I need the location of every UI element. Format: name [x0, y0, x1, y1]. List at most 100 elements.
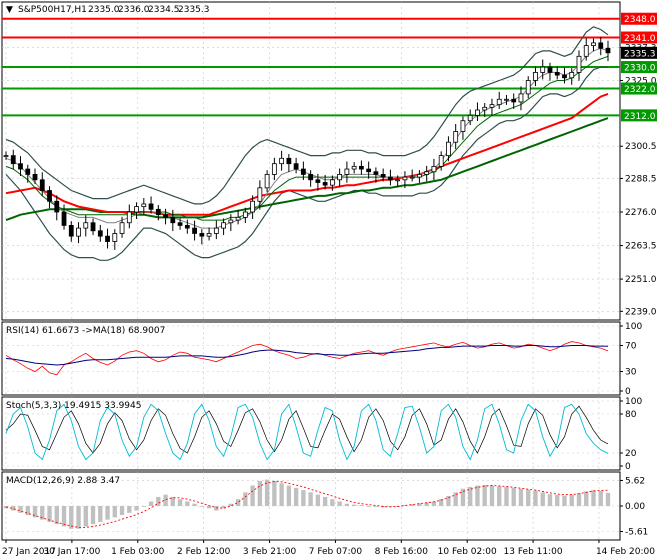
macd-bar [424, 502, 429, 506]
macd-bar [279, 483, 284, 506]
candle-body [482, 106, 488, 111]
macd-bar [170, 496, 175, 506]
candle-body [402, 176, 408, 181]
candle-body [583, 45, 589, 57]
candle-body [315, 179, 321, 183]
macd-bar [235, 499, 241, 506]
candle-body [591, 42, 596, 46]
macd-bar [322, 496, 328, 506]
macd-signal-line [5, 481, 609, 528]
macd-bar [243, 492, 248, 506]
candle-body [286, 157, 292, 165]
macd-bar [293, 487, 299, 506]
candle-body [47, 190, 52, 202]
level-price-tag: 2322.0 [621, 82, 657, 95]
candle-body [460, 120, 466, 132]
macd-bar [214, 506, 219, 511]
ma-slow-red [5, 92, 609, 216]
candle-body [155, 208, 161, 216]
candle-body [337, 174, 343, 181]
time-tick-label: 2 Feb 12:00 [177, 547, 231, 557]
rsi-ma-line [5, 345, 609, 366]
macd-bar [337, 501, 342, 506]
candle-body [76, 227, 81, 237]
macd-bar [228, 503, 234, 506]
candle-body [489, 104, 495, 108]
candle-body [25, 168, 31, 175]
axis-tick-label: 0 [625, 462, 631, 472]
candle-body [148, 203, 154, 210]
axis-tick-label: 5.62 [625, 476, 645, 486]
candle-body [32, 174, 38, 181]
macd-bar [61, 506, 67, 527]
axis-tick-label: 80 [625, 410, 637, 420]
candle-body [39, 179, 45, 191]
candle-body [163, 214, 168, 218]
candle-body [322, 182, 328, 186]
macd-bar [18, 506, 23, 513]
macd-bar [185, 501, 190, 506]
candle-body [206, 233, 212, 237]
stochastic-panel: 100 80 20 0 [2, 397, 642, 472]
candle-body [554, 72, 560, 76]
macd-bar [540, 492, 545, 506]
dropdown-arrow-icon[interactable]: ▼ [6, 5, 13, 15]
candle-body [83, 222, 89, 229]
ma-fast [5, 47, 609, 229]
quote-high: 2336.0 [118, 5, 150, 15]
level-tag-bg [621, 109, 657, 122]
moving-averages [5, 47, 609, 229]
candle-body [105, 235, 110, 242]
price-levels [2, 17, 620, 117]
candle-body [511, 98, 517, 103]
candle-body [496, 98, 502, 106]
macd-bar [308, 492, 313, 506]
axis-tick-label: 100 [625, 322, 642, 332]
candle-body [562, 74, 567, 79]
level-tag-bg [621, 31, 657, 44]
symbol-label: S&P500H17,H1 [18, 5, 87, 15]
macd-bar [344, 503, 350, 506]
time-tick-label: 1 Feb 03:00 [111, 547, 165, 557]
macd-bar [598, 491, 603, 506]
macd-bar [351, 504, 357, 506]
candle-body [10, 155, 16, 165]
macd-bar [446, 496, 451, 506]
macd-bar [76, 506, 81, 529]
candle-body [250, 200, 255, 213]
macd-bar [54, 506, 59, 525]
macd-bar [526, 489, 531, 506]
candle-body [192, 227, 197, 234]
macd-bar [504, 486, 509, 506]
axis-tick-label: 0.00 [625, 502, 645, 512]
current-price-tag-text: 2335.3 [624, 49, 656, 59]
macd-bar [141, 506, 146, 507]
candle-body [453, 131, 459, 143]
macd-bar [32, 506, 38, 518]
candle-body [18, 163, 23, 170]
macd-bar [511, 487, 516, 506]
macd-bar [156, 496, 161, 506]
macd-bar [373, 506, 379, 507]
candle-body [213, 227, 219, 234]
candle-body [518, 93, 524, 103]
candle-body [605, 47, 611, 54]
price-tick-label: 2239.0 [625, 307, 657, 317]
macd-bar [518, 488, 524, 506]
macd-bar [250, 485, 255, 506]
macd-bar [482, 485, 487, 506]
price-axis: 2348.02341.02337.32335.32330.02325.02322… [620, 12, 657, 317]
price-tick-label: 2251.0 [625, 275, 657, 285]
macd-bar [533, 490, 538, 506]
macd-bar [547, 494, 553, 506]
candle-body [380, 174, 386, 178]
time-tick-label: 8 Feb 16:00 [375, 547, 429, 557]
time-tick-label: 7 Feb 07:00 [309, 547, 363, 557]
time-tick-label: 10 Feb 02:00 [438, 547, 497, 557]
candle-body [395, 179, 401, 182]
candle-body [68, 225, 74, 237]
macd-bar [105, 506, 110, 520]
price-tick-label: 2263.5 [625, 242, 657, 252]
time-tick-label: 27 Jan 2017 [2, 547, 56, 557]
macd-bar [439, 499, 444, 506]
